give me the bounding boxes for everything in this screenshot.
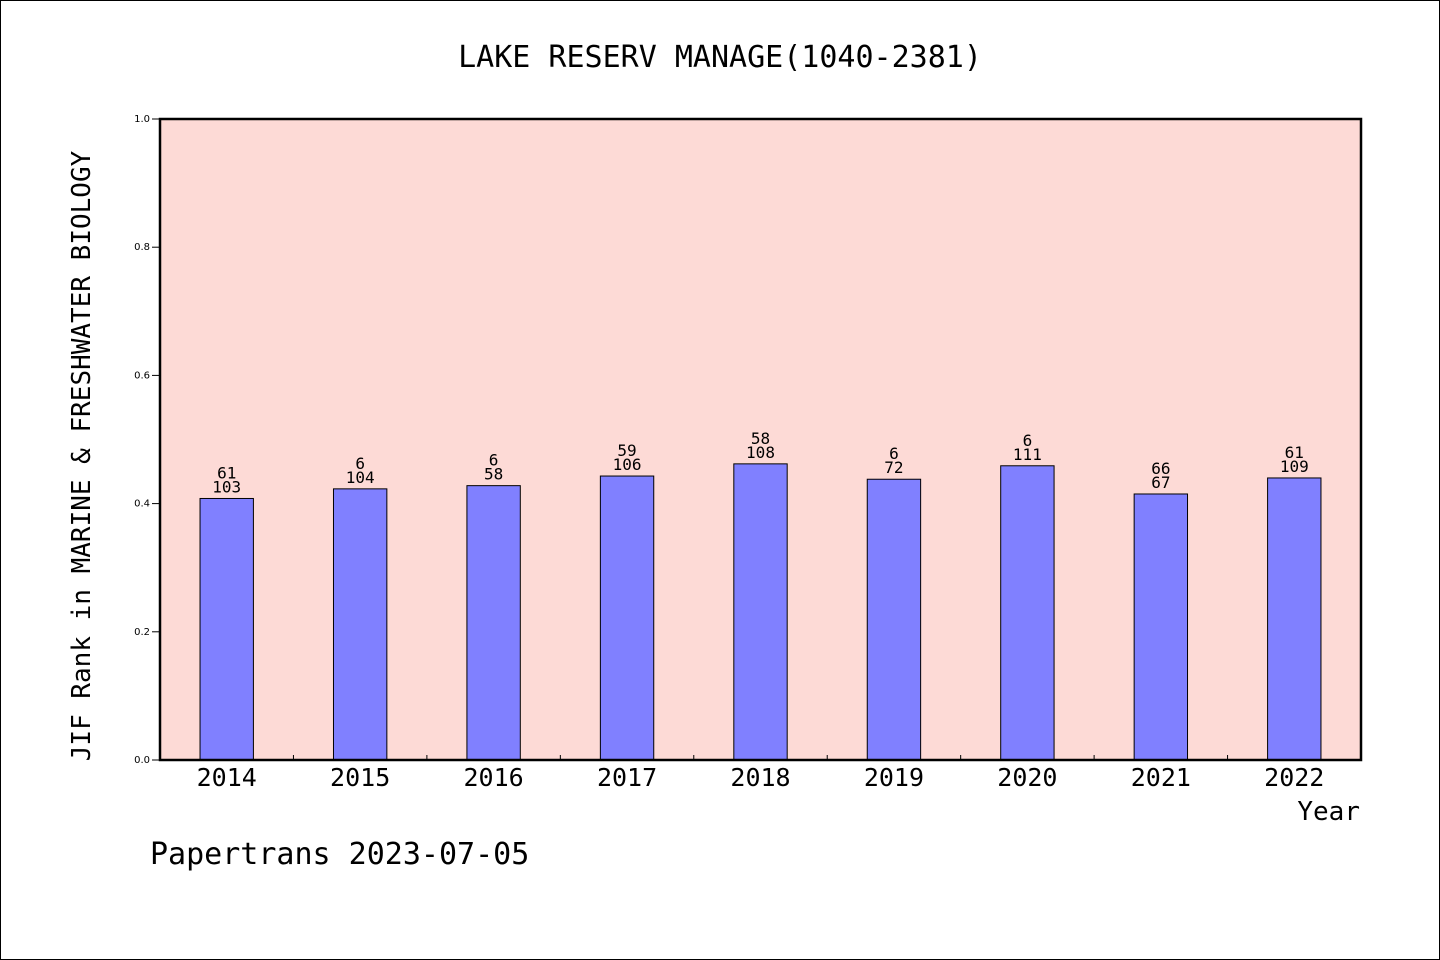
x-tick-label: 2018 <box>730 763 790 792</box>
bar-label-bottom: 67 <box>1151 473 1170 492</box>
bar-label-top: 6 <box>1023 431 1033 450</box>
y-tick-label: 1.0 <box>134 114 150 125</box>
bar-2018 <box>733 463 788 761</box>
y-axis-label: JIF Rank in MARINE & FRESHWATER BIOLOGY <box>67 150 97 761</box>
bar-label-bottom: 104 <box>346 468 375 487</box>
bar-2015 <box>332 488 388 761</box>
x-axis: 2014 2015 2016 2017 2018 2019 2020 2021 2022 <box>197 755 1324 792</box>
bar-label-top: 61 <box>1285 443 1304 462</box>
bar-label-bottom: 103 <box>212 477 241 496</box>
x-tick-label: 2022 <box>1264 763 1324 792</box>
bar-2017 <box>599 475 655 761</box>
bar-label-top: 6 <box>889 444 899 463</box>
y-tick-label: 0.8 <box>134 242 150 253</box>
x-tick-label: 2017 <box>597 763 657 792</box>
bar-label-top: 6 <box>355 454 365 473</box>
bar-label-top: 66 <box>1151 459 1170 478</box>
bars-group <box>199 463 1322 761</box>
x-tick-label: 2015 <box>330 763 390 792</box>
bar-label-top: 6 <box>489 451 499 470</box>
x-tick-label: 2020 <box>997 763 1057 792</box>
bar-label-top: 58 <box>751 429 770 448</box>
y-tick-label: 0.0 <box>134 755 150 766</box>
x-tick-label: 2014 <box>197 763 257 792</box>
chart-title: LAKE RESERV MANAGE(1040-2381) <box>458 40 982 75</box>
y-tick-label: 0.4 <box>134 499 150 510</box>
plot-border <box>158 117 1363 762</box>
bar-label-bottom: 111 <box>1013 445 1042 464</box>
x-tick-label: 2016 <box>464 763 524 792</box>
bar-label-bottom: 108 <box>746 443 775 462</box>
y-tick-label: 0.6 <box>134 370 150 381</box>
bar-2016 <box>466 485 521 761</box>
bar-label-bottom: 72 <box>884 458 903 477</box>
bar-label-top: 61 <box>217 463 236 482</box>
footer-text: Papertrans 2023-07-05 <box>150 837 529 872</box>
x-tick-label: 2019 <box>864 763 924 792</box>
bar-label-bottom: 58 <box>484 465 503 484</box>
x-tick-label: 2021 <box>1131 763 1191 792</box>
bar-2014 <box>199 497 254 761</box>
y-axis: 0.0 0.2 0.4 0.6 0.8 1.0 <box>134 114 160 766</box>
x-axis-label: Year <box>1297 797 1360 827</box>
bar-2022 <box>1267 477 1322 761</box>
bar-label-top: 59 <box>617 441 636 460</box>
bar-label-bottom: 109 <box>1280 457 1309 476</box>
bar-2020 <box>1000 465 1055 761</box>
y-tick-label: 0.2 <box>134 627 150 638</box>
bar-2019 <box>866 478 922 761</box>
bar-label-bottom: 106 <box>613 455 642 474</box>
bar-2021 <box>1133 493 1189 761</box>
